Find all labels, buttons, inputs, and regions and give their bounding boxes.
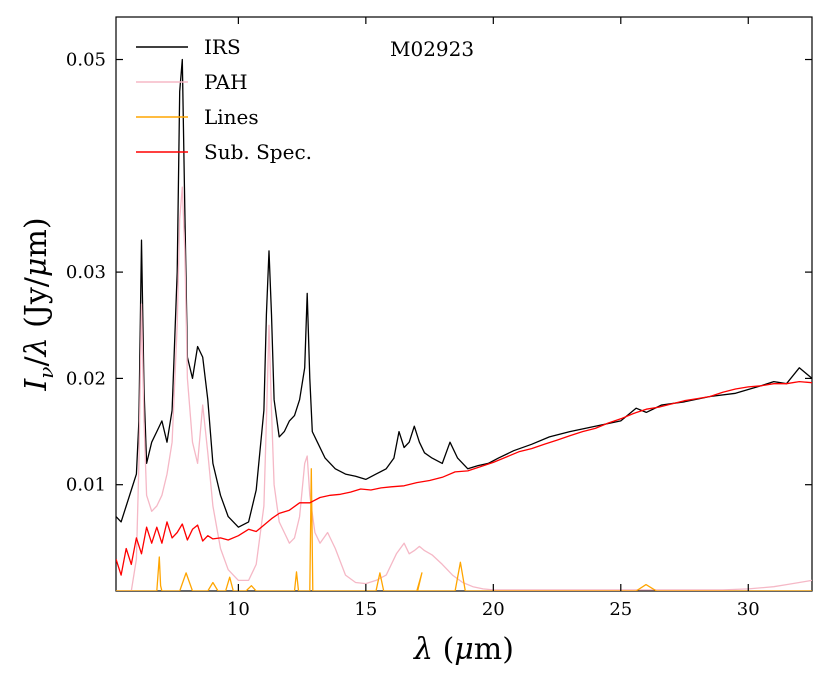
x-tick-label: 10 (227, 599, 250, 620)
x-axis-ticks: 10 15 20 25 30 (227, 17, 760, 620)
series-line-irs (116, 58, 812, 528)
x-tick-label: 25 (609, 599, 632, 620)
y-tick-label: 0.01 (66, 475, 106, 496)
x-tick-label: 15 (354, 599, 377, 620)
legend: IRS PAH Lines Sub. Spec. (136, 35, 312, 164)
x-axis-label: λ (μm) (413, 632, 514, 667)
x-tick-label: 20 (482, 599, 505, 620)
y-tick-label: 0.02 (66, 368, 106, 389)
series-line-sub-spec (116, 380, 812, 576)
series-line-lines (116, 468, 812, 591)
y-axis-label: Iν/λ (Jy/μm) (19, 217, 58, 391)
y-tick-label: 0.03 (66, 262, 106, 283)
legend-label-irs: IRS (204, 35, 241, 59)
spectrum-id-annotation: M02923 (390, 37, 474, 61)
legend-label-sub-spec: Sub. Spec. (204, 140, 312, 164)
plot-area: 10 15 20 25 30 0.01 0.02 0.03 0.05 (66, 16, 813, 620)
series-line-pah (116, 186, 812, 591)
y-tick-label: 0.05 (66, 50, 106, 71)
y-axis-ticks: 0.01 0.02 0.03 0.05 (66, 50, 812, 496)
legend-label-pah: PAH (204, 70, 248, 94)
x-tick-label: 30 (737, 599, 760, 620)
series-layer (116, 58, 812, 591)
legend-label-lines: Lines (204, 105, 259, 129)
plot-frame (115, 16, 813, 592)
